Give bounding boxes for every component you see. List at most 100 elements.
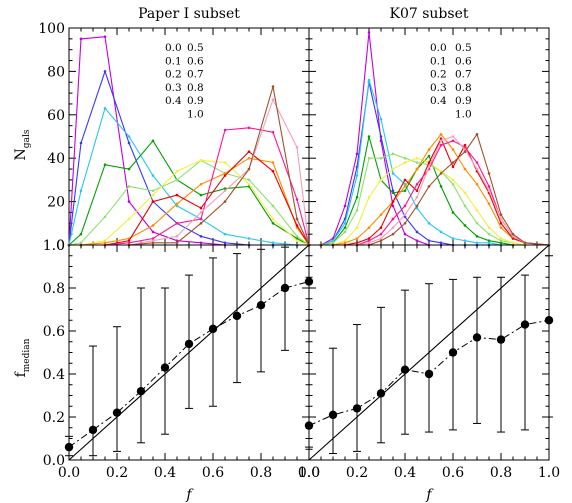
series-point — [499, 239, 503, 242]
series-point — [391, 200, 395, 203]
series-point — [247, 167, 251, 171]
series-point — [271, 130, 275, 134]
x-tick-label: 0.4 — [394, 465, 416, 481]
series-point — [199, 182, 203, 186]
legend-label: 0.4 — [430, 95, 447, 107]
series-line — [309, 137, 550, 246]
median-point — [280, 283, 290, 293]
series-point — [355, 195, 359, 199]
series-point — [391, 172, 395, 175]
series-line — [309, 153, 549, 246]
legend-label: 0.3 — [430, 82, 447, 94]
series-point — [271, 98, 275, 101]
series-point — [271, 241, 275, 245]
series-point — [415, 161, 419, 164]
median-point — [256, 301, 266, 310]
x-tick-label: 0.8 — [250, 465, 272, 481]
series-point — [391, 152, 395, 156]
series-point — [511, 235, 515, 238]
series-point — [391, 204, 395, 208]
series-line — [309, 136, 549, 246]
series-point — [127, 200, 131, 203]
series-point — [79, 141, 83, 145]
y-tick-label: 0.8 — [43, 281, 65, 297]
series-point — [199, 193, 203, 197]
series-point — [151, 241, 155, 245]
series-point — [403, 215, 407, 219]
series-point — [451, 135, 455, 138]
series-point — [475, 241, 479, 245]
median-point — [232, 311, 242, 321]
series-point — [103, 35, 107, 38]
series-point — [463, 239, 467, 242]
series-point — [271, 169, 275, 173]
series-point — [463, 191, 467, 195]
series-point — [127, 217, 131, 221]
legend-label: 0.0 — [165, 42, 182, 54]
x-tick-label: 0.0 — [58, 465, 80, 481]
series-point — [223, 189, 227, 193]
series-point — [103, 241, 107, 245]
series-point — [199, 217, 203, 221]
series-point — [475, 182, 479, 186]
top-ylabel-sub: gals — [22, 129, 32, 148]
series-point — [151, 193, 155, 197]
series-point — [511, 241, 515, 245]
series-point — [151, 139, 155, 143]
median-point — [136, 387, 146, 396]
series-point — [151, 239, 155, 242]
series-point — [487, 185, 491, 188]
y-tick-label: 80 — [47, 64, 65, 80]
series-point — [523, 241, 527, 245]
series-line — [68, 159, 310, 246]
legend-label: 0.1 — [430, 55, 447, 67]
series-point — [475, 161, 479, 164]
series-point — [391, 232, 395, 236]
x-tick-label: 1.0 — [538, 465, 560, 481]
x-tick-label: 1.0 — [298, 465, 320, 481]
series-point — [511, 237, 515, 240]
y-tick-label: 0.6 — [43, 324, 65, 340]
series-point — [199, 159, 203, 162]
series-point — [487, 241, 491, 245]
legend-label: 0.9 — [187, 95, 204, 107]
series-point — [223, 200, 227, 203]
series-point — [271, 161, 275, 164]
y-tick-label: 1.0 — [43, 238, 65, 254]
legend-label: 0.4 — [165, 95, 182, 107]
y-tick-label: 40 — [47, 151, 65, 167]
series-point — [475, 235, 479, 238]
median-point — [304, 421, 314, 430]
x-tick-label: 0.6 — [202, 465, 224, 481]
series-point — [247, 182, 251, 186]
series-point — [379, 213, 383, 216]
series-point — [103, 239, 107, 242]
series-point — [379, 135, 383, 138]
series-point — [367, 195, 371, 199]
top-ylabel-main: N — [13, 148, 29, 160]
series-point — [151, 224, 155, 227]
series-point — [367, 156, 371, 160]
series-point — [415, 167, 419, 171]
series-point — [391, 217, 395, 221]
median-point — [88, 425, 98, 435]
series-point — [223, 161, 227, 164]
series-point — [415, 195, 419, 199]
panel-frame — [308, 27, 550, 246]
bottom-ylabel-sub: median — [22, 338, 32, 372]
series-point — [439, 137, 443, 140]
series-point — [451, 139, 455, 143]
median-point — [400, 365, 410, 374]
series-point — [403, 185, 407, 188]
panel-bottom-left: 0.00.20.40.60.81.00.0 0.2 0.4 0.6 0.8 1.0 — [43, 238, 320, 481]
series-point — [175, 202, 179, 206]
legend: 0.00.10.20.30.40.50.60.70.80.91.00.00.10… — [165, 42, 472, 121]
series-point — [79, 189, 83, 193]
series-point — [295, 217, 299, 221]
x-tick-label: 0.8 — [490, 465, 512, 481]
series-point — [271, 217, 275, 221]
series-point — [463, 167, 467, 171]
top-y-axis-label: Ngals — [13, 129, 32, 160]
series-point — [175, 178, 179, 182]
series-point — [487, 232, 491, 236]
